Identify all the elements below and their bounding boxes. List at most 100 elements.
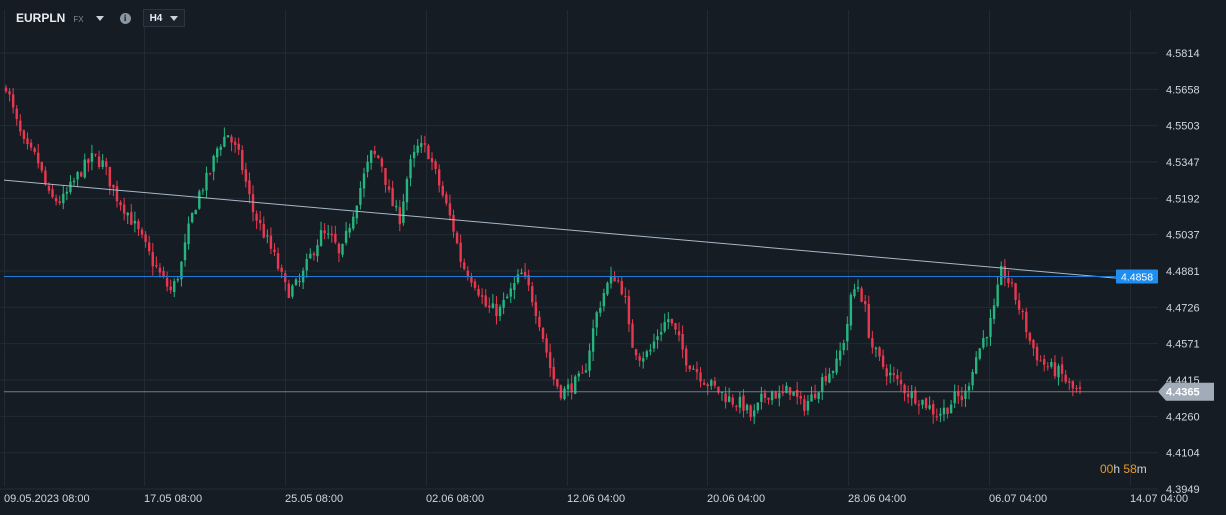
- candle-body: [595, 312, 598, 328]
- candle-body: [1071, 381, 1075, 389]
- y-tick-label: 4.5658: [1166, 84, 1200, 96]
- candle-body: [756, 402, 759, 411]
- candle-body: [323, 230, 326, 234]
- candle-body: [917, 404, 921, 406]
- timeframe-select[interactable]: H4: [142, 9, 186, 27]
- candle-body: [849, 294, 853, 326]
- candle-body: [838, 350, 842, 361]
- candle-body: [992, 305, 996, 320]
- candle-body: [982, 337, 985, 348]
- candle-body: [670, 318, 674, 324]
- candle-body: [33, 148, 36, 152]
- candle-body: [40, 161, 43, 171]
- candle-body: [971, 371, 974, 386]
- symbol-name[interactable]: EURPLN: [16, 11, 66, 25]
- candle-body: [255, 213, 258, 221]
- candle-body: [1078, 387, 1082, 389]
- candle-body: [158, 267, 162, 273]
- candle-body: [122, 204, 126, 214]
- candle-body: [667, 319, 670, 323]
- candle-body: [194, 210, 197, 215]
- candle-body: [1017, 300, 1021, 310]
- x-tick-label: 14.07 04:00: [1130, 493, 1188, 505]
- candle-body: [645, 351, 649, 357]
- candle-body: [634, 349, 638, 356]
- candle-body: [294, 279, 298, 285]
- candle-body: [26, 138, 29, 145]
- candle-body: [94, 153, 97, 155]
- candle-body: [1060, 364, 1064, 374]
- candle-body: [760, 393, 763, 402]
- candle-body: [556, 379, 559, 387]
- candle-body: [574, 376, 577, 394]
- candle-body: [853, 289, 856, 297]
- candle-body: [409, 159, 412, 179]
- level-label: 4.4858: [1121, 271, 1153, 283]
- candle-body: [79, 172, 83, 177]
- chevron-down-icon[interactable]: [95, 15, 104, 21]
- candle-body: [713, 381, 717, 386]
- candle-body: [90, 153, 94, 162]
- candle-body: [738, 396, 742, 408]
- candle-body: [685, 348, 688, 366]
- candle-body: [674, 323, 677, 330]
- candle-body: [337, 243, 341, 254]
- candle-body: [527, 274, 530, 286]
- candle-body: [330, 233, 333, 236]
- candle-body: [881, 355, 885, 367]
- candle-body: [910, 391, 913, 399]
- candle-body: [491, 303, 495, 309]
- candle-body: [813, 393, 817, 399]
- candle-body: [588, 350, 591, 371]
- candle-body: [341, 244, 344, 255]
- candle-body: [921, 399, 924, 405]
- candle-body: [864, 301, 867, 305]
- candle-body: [928, 405, 931, 409]
- candle-body: [1025, 311, 1028, 333]
- candle-body: [727, 396, 731, 402]
- candle-body: [534, 302, 538, 317]
- candle-body: [681, 334, 684, 350]
- candle-body: [627, 296, 631, 325]
- candle-body: [477, 288, 480, 296]
- candle-body: [1046, 366, 1049, 368]
- candle-body: [885, 368, 888, 377]
- candle-body: [4, 87, 8, 92]
- candle-body: [162, 270, 165, 277]
- x-tick-label: 17.05 08:00: [144, 493, 202, 505]
- candle-body: [219, 146, 222, 150]
- candle-body: [126, 212, 129, 216]
- candle-body: [688, 365, 691, 370]
- candle-body: [262, 224, 265, 238]
- candle-body: [119, 202, 122, 206]
- candle-body: [115, 186, 119, 202]
- candle-body: [387, 186, 391, 190]
- candle-body: [284, 273, 287, 283]
- candle-body: [437, 169, 441, 186]
- candle-body: [251, 194, 255, 213]
- candle-body: [430, 157, 434, 163]
- candle-body: [620, 280, 623, 295]
- candle-body: [867, 303, 870, 338]
- candle-body: [97, 156, 101, 167]
- candle-body: [821, 377, 824, 393]
- candle-body: [244, 169, 248, 182]
- candle-body: [1064, 374, 1067, 382]
- candle-body: [420, 143, 423, 147]
- price-label: 4.4365: [1166, 387, 1200, 399]
- candle-body: [659, 331, 663, 335]
- candle-body: [538, 316, 541, 328]
- timeframe-label: H4: [149, 12, 163, 24]
- candle-countdown: 00h 58m: [1100, 462, 1147, 476]
- candle-body: [148, 242, 151, 252]
- candle-body: [15, 108, 18, 120]
- candle-body: [58, 201, 61, 204]
- candle-body: [51, 189, 54, 198]
- candle-body: [352, 216, 355, 229]
- candle-body: [65, 191, 69, 194]
- info-icon[interactable]: i: [119, 12, 131, 24]
- candle-body: [230, 136, 233, 143]
- candle-body: [441, 185, 444, 196]
